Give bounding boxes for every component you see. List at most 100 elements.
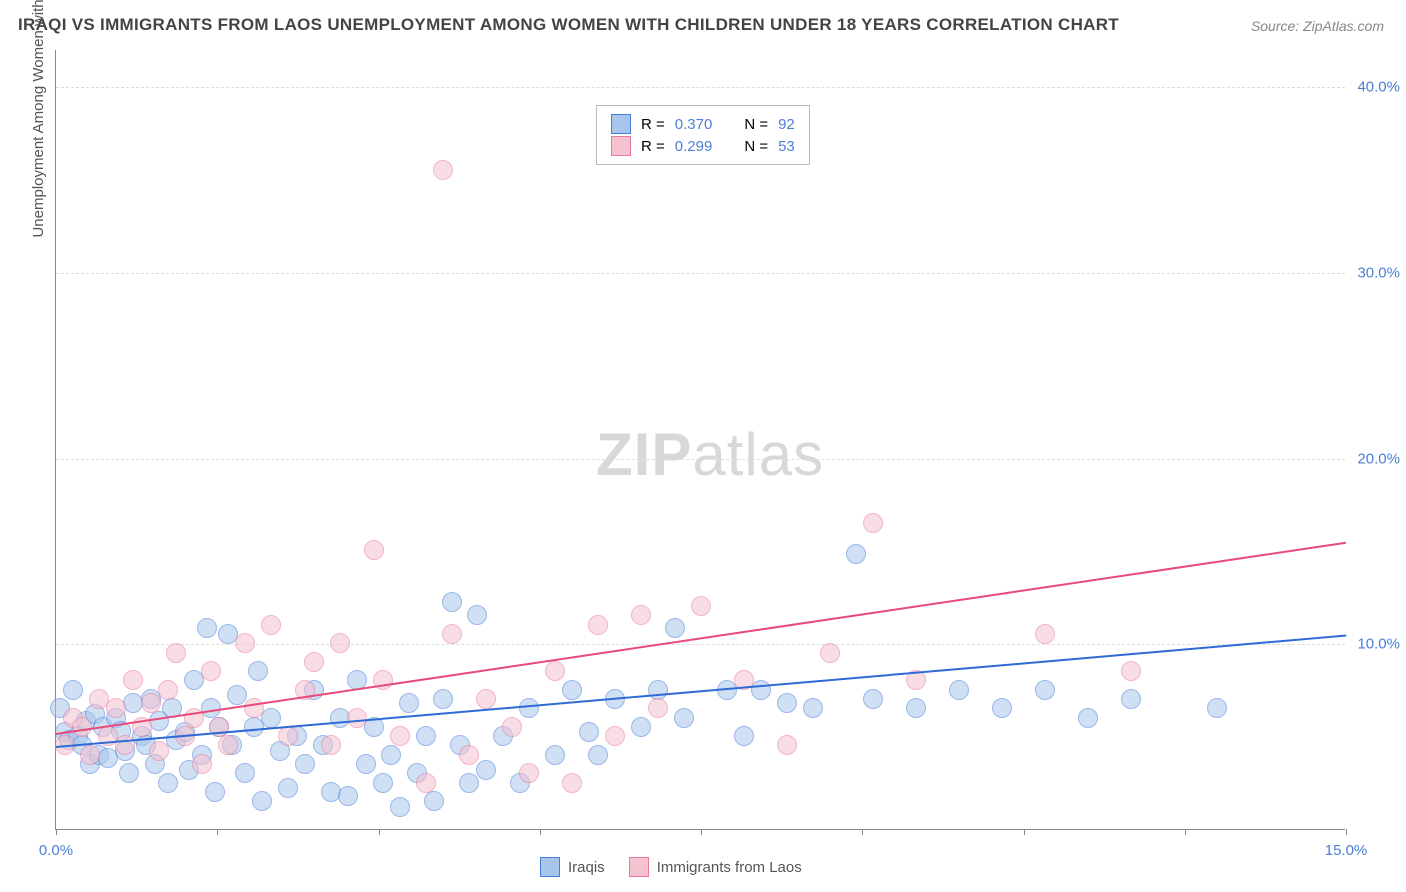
data-point [295,754,315,774]
data-point [1121,689,1141,709]
r-value: 0.299 [675,138,713,155]
data-point [588,615,608,635]
legend-swatch [629,857,649,877]
data-point [863,689,883,709]
x-tick [862,829,863,835]
data-point [545,745,565,765]
data-point [1121,661,1141,681]
data-point [364,540,384,560]
chart-title: IRAQI VS IMMIGRANTS FROM LAOS UNEMPLOYME… [18,15,1119,35]
data-point [201,661,221,681]
x-tick [701,829,702,835]
data-point [416,726,436,746]
chart-container: IRAQI VS IMMIGRANTS FROM LAOS UNEMPLOYME… [0,0,1406,892]
legend-swatch [540,857,560,877]
y-tick-label: 40.0% [1357,79,1400,96]
data-point [545,661,565,681]
data-point [519,763,539,783]
r-label: R = [641,138,665,155]
data-point [519,698,539,718]
legend-row: R =0.370N =92 [611,114,795,134]
data-point [1035,680,1055,700]
series-legend: Iraqis Immigrants from Laos [540,857,802,877]
data-point [261,615,281,635]
data-point [442,624,462,644]
data-point [80,745,100,765]
data-point [846,544,866,564]
watermark: ZIPatlas [596,420,824,489]
x-tick [217,829,218,835]
data-point [381,745,401,765]
data-point [424,791,444,811]
data-point [338,786,358,806]
data-point [467,605,487,625]
data-point [562,680,582,700]
data-point [399,693,419,713]
data-point [227,685,247,705]
data-point [588,745,608,765]
x-tick [56,829,57,835]
data-point [605,726,625,746]
data-point [416,773,436,793]
data-point [1078,708,1098,728]
data-point [691,596,711,616]
x-tick-label: 0.0% [39,842,73,859]
data-point [192,754,212,774]
source-label: Source: ZipAtlas.com [1251,18,1384,34]
data-point [476,689,496,709]
data-point [1207,698,1227,718]
data-point [579,722,599,742]
legend-row: R =0.299N =53 [611,136,795,156]
data-point [63,680,83,700]
data-point [123,670,143,690]
data-point [459,773,479,793]
y-tick-label: 30.0% [1357,264,1400,281]
n-label: N = [744,116,768,133]
data-point [442,592,462,612]
gridline-h [56,273,1345,274]
data-point [244,698,264,718]
data-point [631,605,651,625]
data-point [321,735,341,755]
data-point [803,698,823,718]
data-point [992,698,1012,718]
data-point [648,680,668,700]
data-point [674,708,694,728]
x-tick [1024,829,1025,835]
data-point [278,726,298,746]
n-value: 92 [778,116,795,133]
x-tick [379,829,380,835]
data-point [248,661,268,681]
legend-label: Iraqis [568,859,605,876]
legend-label: Immigrants from Laos [657,859,802,876]
data-point [502,717,522,737]
data-point [235,633,255,653]
data-point [205,782,225,802]
data-point [119,763,139,783]
data-point [906,698,926,718]
n-value: 53 [778,138,795,155]
legend-swatch [611,136,631,156]
gridline-h [56,87,1345,88]
data-point [218,735,238,755]
data-point [106,698,126,718]
data-point [373,773,393,793]
correlation-legend: R =0.370N =92R =0.299N =53 [596,105,810,165]
data-point [433,689,453,709]
data-point [304,652,324,672]
plot-area: ZIPatlas R =0.370N =92R =0.299N =53 10.0… [55,50,1345,830]
data-point [252,791,272,811]
data-point [1035,624,1055,644]
data-point [197,618,217,638]
data-point [141,693,161,713]
r-value: 0.370 [675,116,713,133]
data-point [631,717,651,737]
legend-swatch [611,114,631,134]
data-point [476,760,496,780]
data-point [863,513,883,533]
data-point [820,643,840,663]
gridline-h [56,459,1345,460]
data-point [777,693,797,713]
data-point [648,698,668,718]
data-point [149,741,169,761]
